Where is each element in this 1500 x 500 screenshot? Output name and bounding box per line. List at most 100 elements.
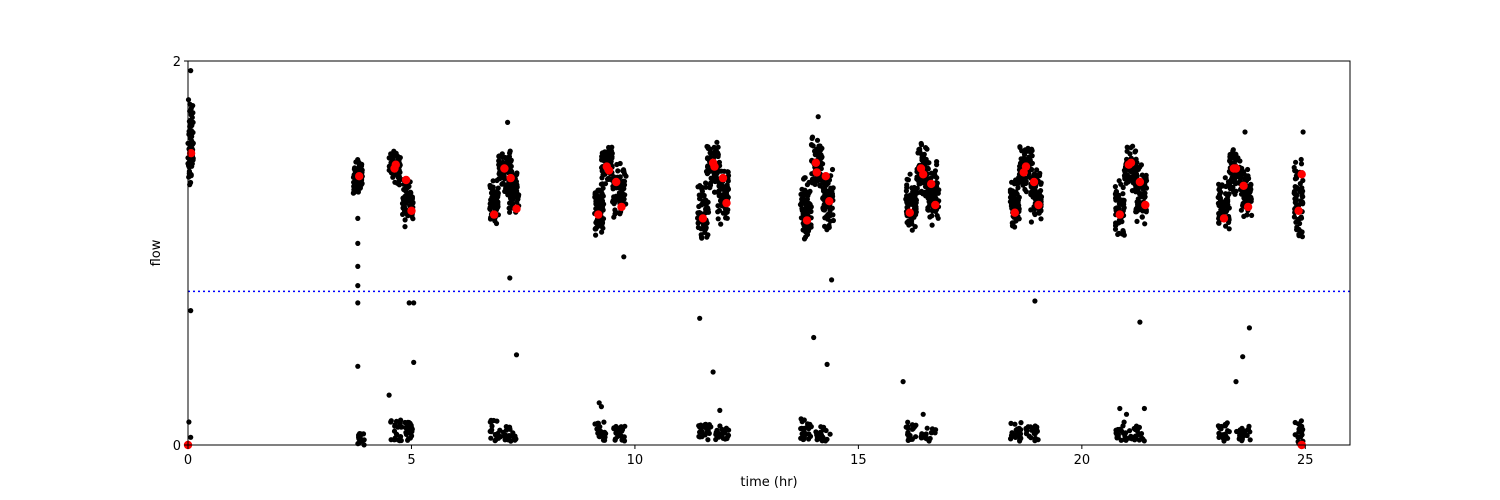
data-point xyxy=(717,407,723,413)
data-point xyxy=(717,168,723,174)
data-point xyxy=(616,197,622,203)
data-point xyxy=(1119,428,1125,434)
data-point xyxy=(508,158,514,164)
data-point xyxy=(1139,172,1145,178)
data-point xyxy=(1218,207,1224,213)
data-point xyxy=(1008,432,1015,439)
data-point xyxy=(1141,405,1147,412)
data-point xyxy=(917,146,923,152)
data-point xyxy=(1298,161,1305,167)
data-point xyxy=(1242,129,1248,135)
data-point xyxy=(1023,180,1029,186)
data-point xyxy=(189,122,195,129)
data-point xyxy=(509,185,515,191)
data-point xyxy=(355,240,361,246)
data-point xyxy=(695,224,702,231)
data-point xyxy=(707,150,713,156)
data-point xyxy=(357,185,363,191)
data-point xyxy=(1029,153,1035,159)
highlight-point xyxy=(919,170,928,179)
data-point xyxy=(910,200,916,206)
data-point xyxy=(715,153,721,159)
data-point xyxy=(1121,167,1127,173)
data-point xyxy=(931,195,938,201)
data-point xyxy=(826,222,832,229)
data-point xyxy=(600,437,607,443)
data-point xyxy=(598,404,605,410)
data-point xyxy=(1115,431,1121,437)
data-point xyxy=(1143,172,1149,178)
highlight-point xyxy=(617,202,626,212)
data-point xyxy=(723,215,729,221)
data-point xyxy=(1034,173,1040,179)
data-point xyxy=(1227,156,1233,162)
plot-area xyxy=(183,68,1350,450)
y-tick-label: 0 xyxy=(173,439,181,454)
highlight-point xyxy=(500,164,509,173)
data-point xyxy=(829,166,836,173)
data-point xyxy=(1123,172,1130,178)
data-point xyxy=(500,180,506,186)
data-point xyxy=(501,173,507,179)
data-point xyxy=(1028,219,1034,225)
data-point xyxy=(1221,202,1227,208)
data-point xyxy=(928,175,934,181)
data-point xyxy=(608,153,615,159)
data-point xyxy=(1032,435,1038,442)
data-point xyxy=(1240,202,1246,209)
data-point xyxy=(1230,184,1236,191)
data-point xyxy=(1299,428,1305,434)
data-point xyxy=(596,400,602,406)
data-point xyxy=(1123,180,1129,186)
data-point xyxy=(1019,148,1025,154)
data-point xyxy=(900,379,906,385)
data-point xyxy=(695,220,702,226)
x-tick-label: 5 xyxy=(407,453,415,468)
data-point xyxy=(927,214,933,220)
data-point xyxy=(1219,183,1226,189)
data-point xyxy=(698,234,705,240)
data-point xyxy=(1034,167,1040,173)
data-point xyxy=(703,206,709,212)
data-point xyxy=(1120,184,1126,191)
data-point xyxy=(491,417,497,424)
data-point xyxy=(596,187,602,193)
data-point xyxy=(1023,431,1029,437)
highlight-point xyxy=(1297,170,1306,179)
data-point xyxy=(725,178,731,184)
data-point xyxy=(807,433,814,439)
data-point xyxy=(1015,185,1021,191)
data-point xyxy=(1293,159,1299,165)
highlight-point xyxy=(1135,177,1145,187)
data-point xyxy=(1225,435,1231,441)
data-point xyxy=(695,210,701,216)
data-point xyxy=(1008,420,1014,426)
data-point xyxy=(507,195,514,201)
data-point xyxy=(1113,188,1119,195)
data-point xyxy=(500,429,506,435)
data-point xyxy=(496,171,502,177)
data-point xyxy=(827,218,834,224)
data-point xyxy=(1127,151,1133,157)
highlight-point xyxy=(1010,208,1019,217)
data-point xyxy=(1223,421,1229,428)
data-point xyxy=(1231,189,1237,195)
data-point xyxy=(934,159,940,165)
data-point xyxy=(400,195,406,201)
data-point xyxy=(1135,166,1141,172)
data-point xyxy=(1019,156,1025,162)
data-point xyxy=(710,369,716,375)
data-point xyxy=(927,197,933,203)
data-point xyxy=(1017,438,1023,444)
data-point xyxy=(1218,432,1224,438)
data-point xyxy=(612,437,618,443)
data-point xyxy=(1017,160,1024,166)
data-point xyxy=(507,209,513,215)
data-point xyxy=(1022,186,1028,193)
data-point xyxy=(496,153,502,159)
data-point xyxy=(400,205,406,211)
data-point xyxy=(806,226,812,233)
data-point xyxy=(359,437,365,443)
data-point xyxy=(1009,195,1015,201)
data-point xyxy=(510,191,517,197)
